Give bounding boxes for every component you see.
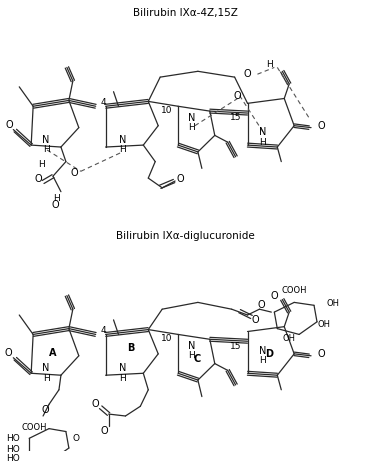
Text: O: O (70, 168, 78, 178)
Text: 10: 10 (161, 106, 172, 115)
Text: O: O (252, 315, 259, 325)
Text: O: O (258, 300, 265, 310)
Text: D: D (265, 349, 273, 359)
Text: H: H (189, 123, 195, 132)
Text: COOH: COOH (282, 286, 307, 295)
Text: 4: 4 (101, 326, 106, 335)
Text: N: N (119, 363, 126, 374)
Text: N: N (259, 127, 266, 138)
Text: H: H (259, 138, 266, 147)
Text: OH: OH (327, 299, 340, 308)
Text: O: O (244, 69, 251, 79)
Text: H: H (189, 351, 195, 360)
Text: Bilirubin IXα-4Z,15Z: Bilirubin IXα-4Z,15Z (132, 8, 238, 18)
Text: O: O (72, 434, 79, 443)
Text: O: O (270, 291, 278, 300)
Text: N: N (259, 346, 266, 356)
Text: N: N (42, 363, 50, 374)
Text: O: O (101, 425, 108, 436)
Text: 10: 10 (161, 334, 172, 343)
Text: H: H (119, 374, 126, 382)
Text: OH: OH (283, 334, 296, 343)
Text: Bilirubin IXα-diglucuronide: Bilirubin IXα-diglucuronide (115, 232, 255, 241)
Text: O: O (51, 200, 59, 210)
Text: H: H (43, 145, 50, 155)
Text: OH: OH (317, 320, 330, 329)
Text: O: O (317, 121, 324, 131)
Text: O: O (41, 405, 49, 415)
Text: O: O (92, 400, 100, 409)
Text: COOH: COOH (21, 423, 47, 432)
Text: C: C (193, 354, 201, 364)
Text: N: N (188, 341, 196, 351)
Text: H: H (54, 194, 60, 203)
Text: H: H (266, 60, 273, 69)
Text: O: O (4, 348, 12, 358)
Text: A: A (49, 348, 57, 358)
Text: HO: HO (6, 444, 20, 454)
Text: HO: HO (6, 434, 20, 443)
Text: H: H (43, 374, 50, 382)
Text: 15: 15 (230, 113, 242, 122)
Text: O: O (34, 174, 42, 184)
Text: H: H (259, 356, 266, 365)
Text: O: O (317, 349, 324, 359)
Text: HO: HO (6, 454, 20, 463)
Text: N: N (119, 135, 126, 145)
Text: N: N (188, 113, 196, 123)
Text: H: H (38, 160, 44, 169)
Text: H: H (119, 145, 126, 155)
Text: O: O (176, 174, 184, 184)
Text: O: O (234, 91, 241, 100)
Text: 4: 4 (101, 98, 106, 107)
Text: O: O (6, 120, 13, 130)
Text: B: B (127, 343, 134, 353)
Text: N: N (42, 135, 50, 145)
Text: 15: 15 (230, 342, 242, 350)
